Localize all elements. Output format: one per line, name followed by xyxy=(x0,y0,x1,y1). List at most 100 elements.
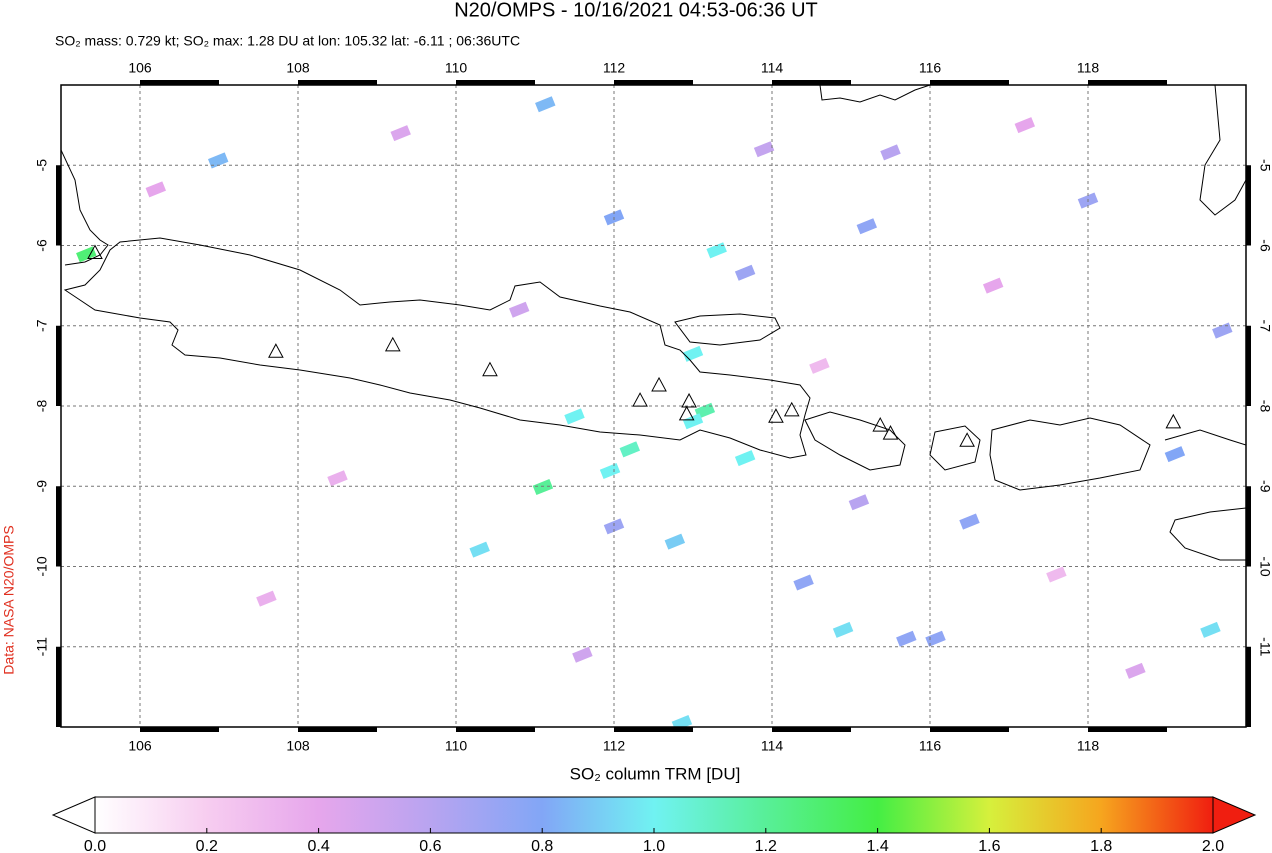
so2-pixel xyxy=(564,408,585,425)
so2-pixel xyxy=(734,450,756,467)
x-tick-label: 106 xyxy=(128,60,152,76)
so2-pixel xyxy=(856,218,878,235)
x-tick-label: 106 xyxy=(128,738,152,754)
colorbar-tick-label: 1.4 xyxy=(866,838,888,853)
so2-pixel xyxy=(982,277,1004,294)
colorbar-tick-label: 0.6 xyxy=(419,838,441,853)
so2-pixel xyxy=(145,181,167,198)
x-tick-label: 112 xyxy=(603,60,626,76)
y-tick-label: -8 xyxy=(34,400,50,413)
coast-sumbawa xyxy=(989,417,1151,491)
x-tick-label: 116 xyxy=(919,60,942,76)
y-tick-label: -6 xyxy=(34,239,50,252)
so2-pixel xyxy=(207,152,229,169)
volcano xyxy=(678,405,695,421)
frame-bar xyxy=(456,80,535,85)
frame-bar xyxy=(1246,165,1251,246)
y-tick-label: -10 xyxy=(1257,556,1272,576)
x-tick-label: 114 xyxy=(761,60,784,76)
frame-bar xyxy=(772,80,851,85)
so2-pixel xyxy=(327,470,348,487)
so2-pixel xyxy=(1212,322,1233,339)
so2-pixel xyxy=(1125,662,1146,679)
so2-pixel xyxy=(925,630,946,647)
frame-bar xyxy=(298,727,377,732)
frame-bar xyxy=(140,727,219,732)
volcano xyxy=(768,408,784,423)
colorbar-tick-label: 0.0 xyxy=(84,838,106,853)
volcano xyxy=(681,392,697,408)
volcano xyxy=(651,376,667,392)
coast-flores xyxy=(1164,429,1246,446)
so2-pixel xyxy=(1164,446,1186,463)
y-tick-label: -7 xyxy=(1257,320,1272,333)
so2-pixel xyxy=(76,246,97,263)
y-tick-label: -6 xyxy=(1257,239,1272,252)
frame-bar xyxy=(930,727,1009,732)
so2-pixel xyxy=(599,462,621,480)
frame-bar xyxy=(1246,486,1251,567)
coast-java xyxy=(63,237,811,459)
frame-bar xyxy=(140,80,219,85)
colorbar-tick-label: 2.0 xyxy=(1202,838,1224,853)
frame-bar xyxy=(298,80,377,85)
volcanoes xyxy=(87,244,1182,447)
x-tick-label: 118 xyxy=(1077,60,1100,76)
volcano xyxy=(783,401,800,417)
y-tick-label: -9 xyxy=(1257,480,1272,493)
so2-pixel xyxy=(1046,566,1067,583)
so2-pixel xyxy=(734,264,756,281)
so2-pixel xyxy=(959,513,980,530)
volcano xyxy=(882,425,899,440)
volcano xyxy=(872,417,889,432)
y-tick-label: -10 xyxy=(34,556,50,576)
volcano xyxy=(632,392,648,407)
so2-pixel xyxy=(390,125,411,142)
y-tick-label: -5 xyxy=(1257,159,1272,172)
map-background xyxy=(61,85,1246,727)
volcano xyxy=(87,244,103,260)
frame-bar xyxy=(772,727,851,732)
x-tick-label: 110 xyxy=(445,738,468,754)
so2-pixel xyxy=(832,621,854,638)
colorbar-ramp xyxy=(94,796,1214,834)
frame-bar xyxy=(1088,80,1167,85)
so2-pixel xyxy=(753,141,775,158)
frame-bar xyxy=(1088,727,1167,732)
so2-pixel xyxy=(664,533,686,550)
coastlines xyxy=(61,85,1246,561)
volcano xyxy=(268,343,284,358)
colorbar-tick-label: 0.8 xyxy=(531,838,553,853)
colorbar-tick-label: 1.2 xyxy=(755,838,777,853)
frame-bar xyxy=(456,727,535,732)
y-tick-label: -7 xyxy=(34,319,50,332)
so2-pixel xyxy=(532,479,554,496)
colorbar-under xyxy=(51,796,96,834)
volcano xyxy=(482,361,498,377)
frame-bar xyxy=(614,727,693,732)
y-tick-label: -11 xyxy=(34,637,50,656)
colorbar: 0.0 0.2 0.4 0.6 0.8 1.0 1.2 1.4 1.6 1.8 2.0 xyxy=(51,796,1257,853)
so2-pixel xyxy=(682,413,704,430)
data-credit: Data: NASA N20/OMPS xyxy=(1,525,17,674)
frame-bar xyxy=(1246,646,1251,727)
coast-sumatra xyxy=(61,149,109,266)
colorbar-tick-label: 1.6 xyxy=(978,838,1000,853)
x-tick-label: 108 xyxy=(286,738,310,754)
colorbar-tick-label: 1.0 xyxy=(643,838,665,853)
so2-pixel xyxy=(603,518,625,535)
so2-pixel xyxy=(706,242,727,259)
so2-pixel xyxy=(809,357,830,374)
so2-pixel xyxy=(256,590,277,607)
so2-pixel xyxy=(896,630,917,647)
colorbar-tick-label: 1.8 xyxy=(1090,838,1112,853)
so2-pixel xyxy=(793,574,814,591)
x-tick-label: 114 xyxy=(761,738,784,754)
so2-pixel xyxy=(1200,621,1221,638)
coast-madura xyxy=(674,313,781,346)
so2-pixel xyxy=(880,144,901,161)
frame-bar xyxy=(56,486,61,567)
x-tick-label: 112 xyxy=(603,738,626,754)
x-tick-label: 118 xyxy=(1077,738,1100,754)
